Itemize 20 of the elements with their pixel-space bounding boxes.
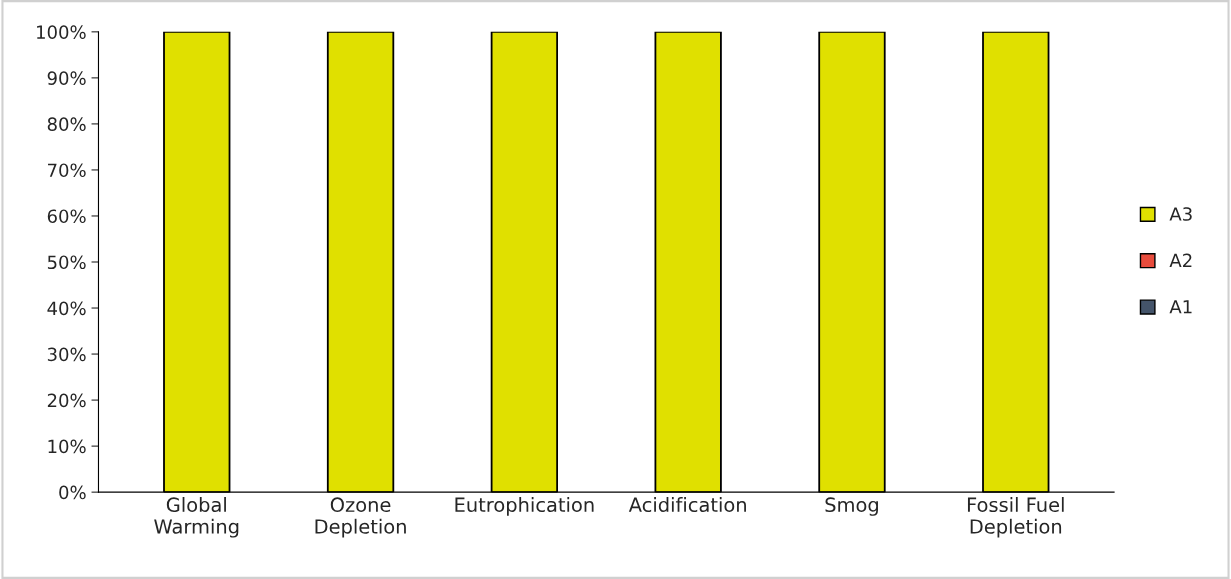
y-tick-label: 70% [48, 163, 86, 178]
y-tick-label: 40% [47, 301, 86, 316]
y-tick-label: 60% [47, 209, 86, 224]
x-tick-label: Fossil Fuel Depletion [967, 497, 1064, 538]
legend-label: A2 [1169, 253, 1192, 267]
y-tick-label: 80% [47, 117, 86, 132]
legend-label: A1 [1169, 300, 1192, 314]
x-tick-label: Ozone Depletion [315, 497, 406, 538]
y-tick-label: 90% [47, 71, 86, 85]
y-tick-label: 50% [47, 255, 86, 270]
x-tick-label: Smog [825, 497, 878, 516]
y-tick-label: 10% [48, 439, 86, 454]
x-tick-label: Eutrophication [455, 497, 594, 516]
y-tick-label: 0% [59, 485, 86, 500]
x-tick-label: Global Warming [154, 497, 239, 538]
y-tick-label: 20% [47, 393, 86, 408]
y-tick-label: 30% [47, 347, 86, 362]
y-tick-label: 100% [37, 25, 86, 39]
legend-label: A3 [1169, 207, 1192, 221]
x-tick-label: Acidification [628, 497, 746, 513]
